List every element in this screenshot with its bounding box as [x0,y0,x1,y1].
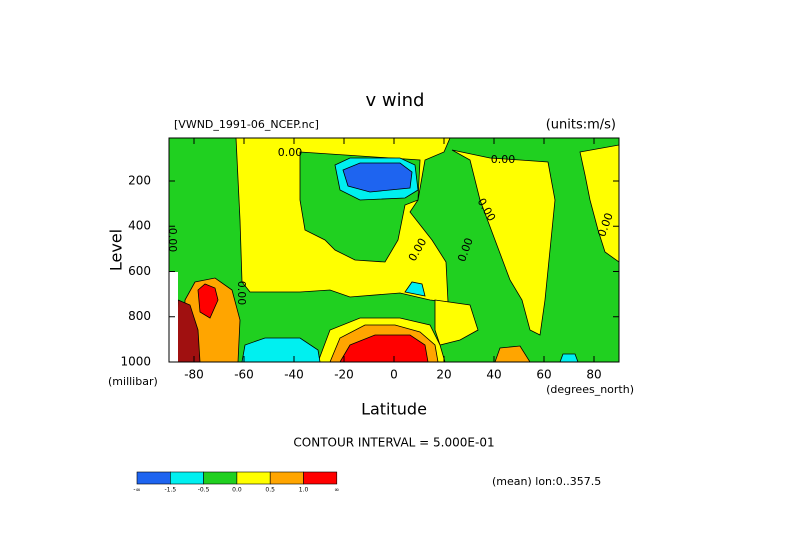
contour-field [169,138,619,362]
x-units: (degrees_north) [546,383,634,396]
subtitle: [VWND_1991-06_NCEP.nc] [174,118,319,131]
units: (units:m/s) [546,118,616,133]
colorbar-label: 1.0 [299,487,309,494]
x-tick-label: -80 [184,368,204,382]
footer: (mean) lon:0..357.5 [492,475,601,488]
contour-label: 0.00 [166,228,179,253]
colorbar-swatch [303,471,338,485]
x-axis-title: Latitude [361,400,427,419]
region [434,299,479,346]
colorbar-label: -∞ [133,487,140,494]
x-tick-label: 0 [390,368,398,382]
y-tick-label: 800 [128,309,151,323]
region [559,353,579,362]
chart-title: v wind [366,90,425,111]
colorbar-swatch [170,471,204,485]
colorbar-label: -0.5 [198,487,210,494]
y-tick-label: 1000 [120,355,151,369]
contour-label: 0.00 [278,146,303,159]
colorbar-swatch [136,471,171,485]
x-tick-label: 60 [536,368,551,382]
x-tick-label: 80 [586,368,601,382]
contour-label: 0.00 [491,153,516,166]
contour-interval: CONTOUR INTERVAL = 5.000E-01 [293,436,494,450]
y-tick-label: 200 [128,173,151,187]
colorbar-swatch [203,471,238,485]
x-tick-label: -60 [234,368,254,382]
colorbar-swatch [236,471,271,485]
x-tick-label: -40 [284,368,304,382]
colorbar-label: -1.5 [164,487,176,494]
colorbar-swatch [269,471,304,485]
region [342,162,413,193]
region [451,149,556,336]
x-tick-label: 40 [486,368,501,382]
x-tick-label: 20 [436,368,451,382]
region [339,334,429,362]
region [579,144,619,263]
y-tick-label: 400 [128,219,151,233]
y-units: (millibar) [108,375,158,388]
region [197,283,219,319]
region [404,281,426,297]
x-tick-label: -20 [334,368,354,382]
region [241,337,321,362]
colorbar-label: ∞ [334,487,339,494]
y-axis-title: Level [107,229,126,271]
contour-label: 0.00 [235,281,248,306]
colorbar-label: 0.0 [232,487,242,494]
region [494,345,531,362]
y-tick-label: 600 [128,264,151,278]
colorbar-label: 0.5 [265,487,275,494]
